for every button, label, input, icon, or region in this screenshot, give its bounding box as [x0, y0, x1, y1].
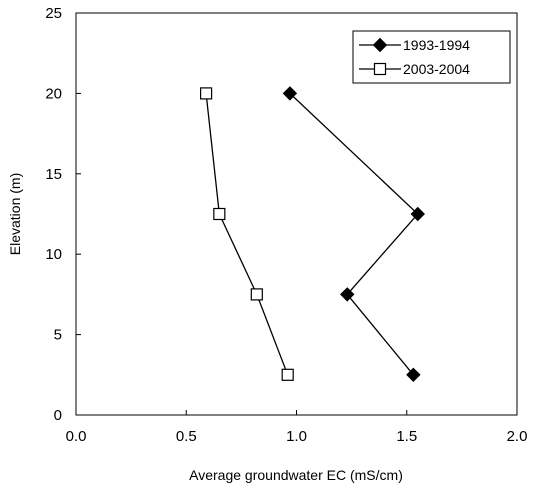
legend-marker-square [373, 62, 387, 76]
series-line-1993-1994 [289, 92, 419, 376]
y-axis-title: Elevation (m) [7, 173, 23, 255]
x-tick-label: 0.5 [176, 428, 197, 445]
data-point-square [250, 288, 263, 301]
plot-layer: 0.0 0.5 1.0 1.5 2.0 0 5 10 15 20 25 1993-1994 2003-2… [45, 5, 527, 445]
legend-marker-diamond [372, 37, 388, 53]
x-tick-label: 1.5 [396, 428, 417, 445]
y-tick-label: 25 [45, 5, 62, 22]
y-tick-label: 0 [54, 407, 62, 424]
data-point-diamond [410, 206, 425, 222]
x-tick-label: 1.0 [286, 428, 307, 445]
y-tick-label: 15 [45, 166, 62, 183]
x-tick-label: 0.0 [66, 428, 87, 445]
data-point-square [199, 87, 213, 100]
data-point-square [281, 368, 294, 381]
legend-label: 1993-1994 [403, 37, 470, 53]
data-point-square [213, 207, 226, 221]
y-tick-label: 10 [45, 246, 62, 263]
y-tick-label: 20 [45, 85, 62, 102]
series-line-2003-2004 [205, 93, 289, 376]
legend-label: 2003-2004 [403, 61, 470, 77]
y-tick-label: 5 [54, 327, 62, 344]
data-point-diamond [340, 287, 355, 302]
data-point-diamond [406, 367, 421, 383]
x-tick-label: 2.0 [507, 428, 528, 445]
data-point-diamond [282, 86, 298, 101]
x-axis-title: Average groundwater EC (mS/cm) [189, 467, 403, 483]
